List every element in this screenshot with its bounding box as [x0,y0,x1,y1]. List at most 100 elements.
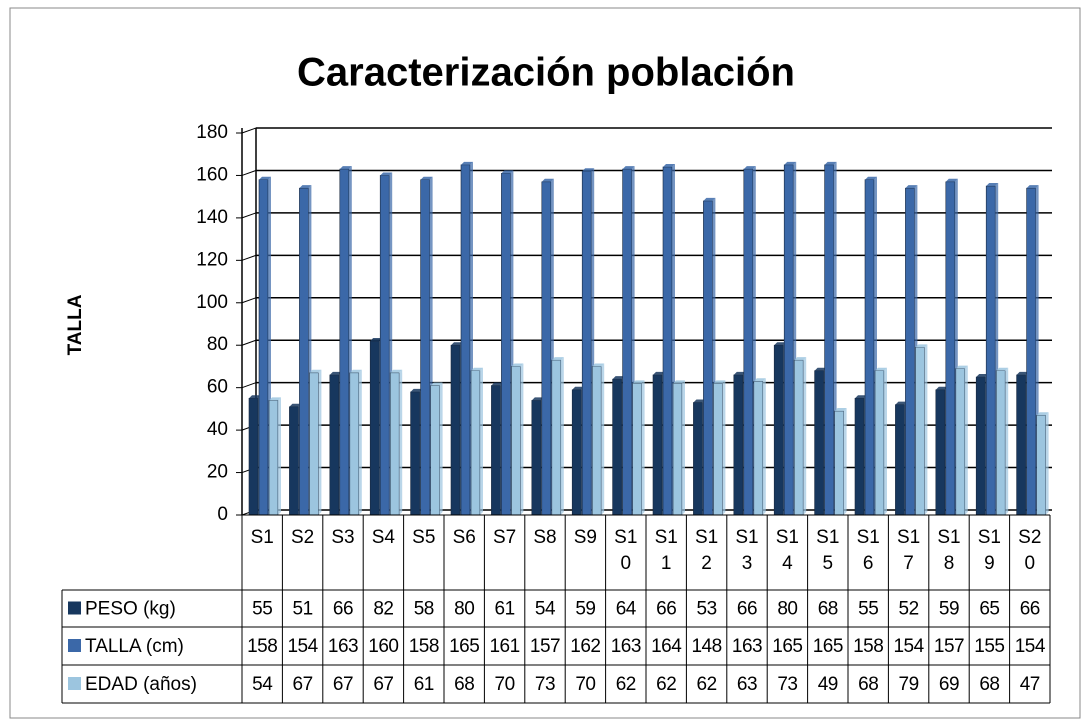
bar [571,389,582,516]
table-value: 54 [252,674,273,695]
bar [824,164,834,516]
table-value: 61 [414,674,434,695]
bar-top [955,365,968,369]
bar [501,173,511,516]
bar-side [480,367,483,515]
x-tick-label: S13 [735,527,759,574]
bar-top [784,161,797,165]
bar-top [986,183,999,187]
table-value: 158 [853,636,883,657]
table-value: 66 [737,599,757,620]
bar-side [762,378,766,515]
bar-top [592,363,605,367]
bar-side [1045,412,1049,515]
x-tick-label: S12 [694,527,719,574]
bar [783,164,794,516]
x-tick-label: S4 [371,527,395,548]
bar-top [703,197,716,201]
bar [581,170,592,516]
table-value: 52 [899,599,919,620]
y-tick-label: 160 [196,164,228,185]
bar [460,164,471,516]
bar-top [471,367,483,371]
table-value: 165 [772,636,802,657]
table-value: 68 [454,674,474,695]
legend-swatch [68,601,81,615]
bar-top [572,386,585,390]
bar-top [834,408,847,412]
table-value: 62 [656,674,676,695]
x-tick-label: S5 [412,527,436,548]
table-value: 58 [414,599,434,620]
bar-top [1036,412,1049,416]
bar-top [713,380,726,384]
bar [753,380,764,516]
bar-side [520,363,524,515]
x-tick-label: S15 [816,527,840,574]
table-value: 158 [247,636,277,657]
table-value: 54 [535,599,556,620]
x-tick-label: S11 [654,527,678,574]
bar [733,374,744,516]
bar [662,166,673,516]
bar [349,372,360,516]
bar [470,370,481,516]
table-value: 68 [818,599,838,620]
bar-side [601,363,605,515]
bar-top [753,378,766,382]
bar-side [560,357,564,515]
bar [652,374,663,516]
bar-top [551,357,564,361]
x-tick-label: S1 [250,527,274,548]
bar [854,397,865,516]
bar [713,383,723,516]
x-tick-label: S3 [331,527,355,548]
bar [591,366,602,516]
bar [703,200,713,516]
x-tick-label: S8 [533,527,557,548]
table-value: 55 [858,599,878,620]
bar-top [1016,371,1029,375]
bar [531,400,542,516]
bar-side [641,380,645,515]
bar-top [794,357,807,361]
bar-top [430,382,443,386]
bar [339,168,350,516]
table-value: 67 [293,674,313,695]
bar-top [814,367,827,371]
bar-top [945,178,958,182]
bar-top [249,395,261,399]
table-value: 49 [818,674,838,695]
table-value: 61 [495,599,515,620]
table-value: 154 [1015,636,1046,657]
y-tick-label: 0 [217,504,228,525]
bar-top [895,401,908,405]
table-value: 160 [368,636,398,657]
table-value: 80 [454,599,474,620]
bar-top [380,172,393,176]
bar [895,404,905,516]
table-value: 155 [974,636,1004,657]
table-value: 64 [616,599,637,620]
bar [511,366,521,516]
bar-top [501,170,514,174]
bar [329,374,340,516]
table-value: 79 [899,674,919,695]
bar [632,383,642,516]
x-tick-label: S10 [614,527,638,574]
bar-top [491,382,504,386]
table-value: 165 [449,636,479,657]
bar-top [915,344,928,348]
bar-top [774,342,787,346]
bar-top [339,166,352,170]
bar-side [803,357,807,515]
bar-top [410,388,423,392]
bar [1016,374,1026,516]
bar-top [259,176,271,180]
bar-side [722,380,726,515]
table-value: 157 [934,636,964,657]
bar-side [924,344,928,515]
bar [693,402,703,516]
table-value: 59 [575,599,595,620]
